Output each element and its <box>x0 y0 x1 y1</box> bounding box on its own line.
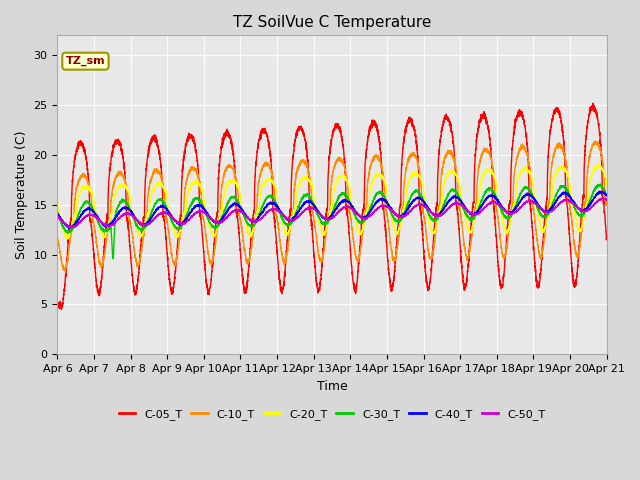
C-30_T <box>425 212 433 218</box>
C-30_T <box>596 181 604 187</box>
C-10_T <box>602 203 610 208</box>
C-50_T <box>312 207 319 213</box>
C-10_T <box>425 251 433 257</box>
Title: TZ SoilVue C Temperature: TZ SoilVue C Temperature <box>233 15 431 30</box>
C-50_T <box>602 197 610 203</box>
C-20_T <box>54 199 61 204</box>
C-05_T <box>54 305 61 311</box>
C-40_T <box>595 188 603 194</box>
C-30_T <box>486 185 494 191</box>
C-20_T <box>455 180 463 185</box>
C-40_T <box>54 211 61 216</box>
C-05_T <box>425 287 433 293</box>
C-20_T <box>425 216 433 221</box>
C-50_T <box>54 214 61 219</box>
C-05_T <box>152 135 160 141</box>
Line: C-40_T: C-40_T <box>58 191 607 228</box>
C-05_T <box>486 144 494 149</box>
Line: C-20_T: C-20_T <box>58 165 607 239</box>
C-50_T <box>603 196 611 202</box>
C-10_T <box>312 228 319 234</box>
Line: C-05_T: C-05_T <box>58 103 607 310</box>
C-40_T <box>152 208 160 214</box>
C-10_T <box>603 200 611 206</box>
Text: TZ_sm: TZ_sm <box>66 56 105 66</box>
C-50_T <box>486 200 494 205</box>
C-50_T <box>67 225 75 230</box>
C-50_T <box>455 201 463 206</box>
Line: C-10_T: C-10_T <box>58 142 607 271</box>
C-30_T <box>312 207 319 213</box>
C-10_T <box>592 139 600 144</box>
Line: C-30_T: C-30_T <box>58 184 607 259</box>
C-10_T <box>152 168 160 173</box>
C-20_T <box>602 179 610 185</box>
C-20_T <box>603 182 611 188</box>
C-40_T <box>603 193 611 199</box>
C-05_T <box>312 272 319 277</box>
C-20_T <box>312 204 319 210</box>
C-10_T <box>54 235 61 241</box>
C-10_T <box>455 203 463 208</box>
C-20_T <box>64 236 72 241</box>
C-30_T <box>109 256 117 262</box>
C-10_T <box>486 153 494 159</box>
C-05_T <box>603 235 611 241</box>
C-20_T <box>595 162 602 168</box>
C-50_T <box>598 195 605 201</box>
C-40_T <box>65 226 73 231</box>
C-50_T <box>425 207 433 213</box>
C-40_T <box>312 204 319 210</box>
C-40_T <box>486 193 494 199</box>
Legend: C-05_T, C-10_T, C-20_T, C-30_T, C-40_T, C-50_T: C-05_T, C-10_T, C-20_T, C-30_T, C-40_T, … <box>114 405 550 424</box>
C-10_T <box>61 268 68 274</box>
C-05_T <box>58 307 65 312</box>
C-05_T <box>589 100 597 106</box>
C-40_T <box>425 206 433 212</box>
C-40_T <box>455 197 463 203</box>
C-30_T <box>602 192 610 197</box>
C-30_T <box>54 210 61 216</box>
C-30_T <box>152 200 160 206</box>
C-20_T <box>486 169 494 175</box>
C-40_T <box>602 192 610 197</box>
Y-axis label: Soil Temperature (C): Soil Temperature (C) <box>15 131 28 259</box>
C-20_T <box>152 181 160 187</box>
C-05_T <box>602 229 610 235</box>
C-30_T <box>603 192 611 198</box>
C-30_T <box>455 195 463 201</box>
X-axis label: Time: Time <box>317 380 348 393</box>
C-50_T <box>152 214 160 220</box>
Line: C-50_T: C-50_T <box>58 198 607 228</box>
C-05_T <box>455 227 463 232</box>
